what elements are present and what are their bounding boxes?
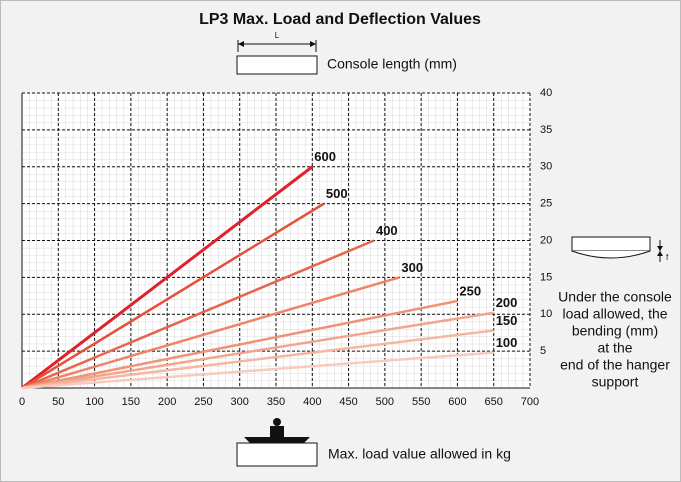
x-tick-label: 400: [303, 396, 321, 408]
x-tick-label: 450: [339, 396, 357, 408]
x-tick-label: 250: [194, 396, 212, 408]
chart-title: LP3 Max. Load and Deflection Values: [199, 11, 481, 28]
load-icon: [236, 418, 318, 467]
series-line: [21, 329, 494, 390]
x-tick-label: 150: [122, 396, 140, 408]
y-tick-label: 30: [540, 161, 552, 173]
x-tick-label: 50: [52, 396, 64, 408]
x-tick-label: 100: [85, 396, 103, 408]
series-label: 400: [376, 223, 398, 238]
series-label: 100: [496, 335, 518, 350]
y-tick-label: 10: [540, 308, 552, 320]
x-tick-label: 700: [521, 396, 539, 408]
series-line: [21, 202, 325, 390]
series-label: 300: [401, 260, 423, 275]
side-note: Under the console: [558, 289, 672, 305]
y-tick-label: 20: [540, 234, 552, 246]
top-caption: Console length (mm): [327, 56, 457, 72]
series-line: [21, 351, 494, 390]
x-tick-label: 600: [448, 396, 466, 408]
y-tick-label: 15: [540, 271, 552, 283]
x-tick-label: 300: [231, 396, 249, 408]
x-tick-label: 200: [158, 396, 176, 408]
length-label: L: [275, 31, 280, 40]
x-tick-label: 650: [485, 396, 503, 408]
series-label: 200: [496, 295, 518, 310]
series-line: [21, 276, 400, 390]
series-label: 600: [314, 149, 336, 164]
x-tick-label: 550: [412, 396, 430, 408]
side-note: end of the hanger: [560, 357, 670, 373]
series-label: 150: [496, 313, 518, 328]
x-tick-label: 350: [267, 396, 285, 408]
x-tick-label: 500: [376, 396, 394, 408]
side-note: load allowed, the: [562, 306, 667, 322]
series-line: [21, 299, 458, 390]
series-line: [21, 239, 375, 390]
y-tick-label: 25: [540, 198, 552, 210]
series-label: 500: [326, 186, 348, 201]
deflection-icon: [571, 236, 663, 262]
series-line: [21, 311, 494, 390]
series-label: 250: [459, 283, 481, 298]
console-icon: [236, 40, 318, 75]
y-tick-label: 40: [540, 87, 552, 99]
x-axis-title: Max. load value allowed in kg: [328, 446, 511, 462]
y-tick-label: 35: [540, 124, 552, 136]
deflection-label: f: [666, 253, 669, 262]
y-tick-label: 5: [540, 345, 546, 357]
side-note: bending (mm): [572, 323, 658, 339]
side-note: support: [592, 374, 639, 390]
x-tick-label: 0: [19, 396, 25, 408]
side-note: at the: [597, 340, 632, 356]
series-line: [21, 165, 314, 390]
